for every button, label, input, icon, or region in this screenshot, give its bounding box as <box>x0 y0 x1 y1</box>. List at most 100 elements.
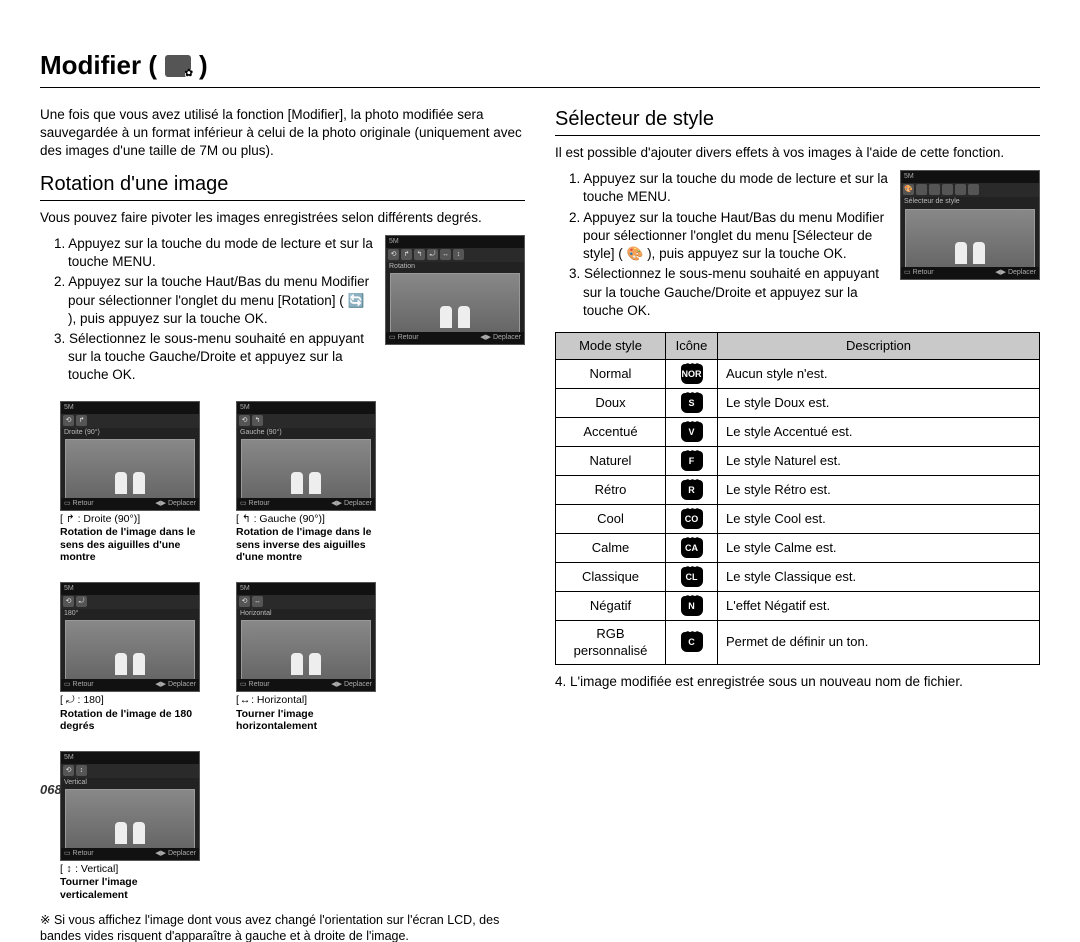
style-mode-icon: V <box>681 422 703 442</box>
style-mode-icon: N <box>681 596 703 616</box>
table-row: Doux S Le style Doux est. <box>556 388 1040 417</box>
mode-cell: Accentué <box>556 417 666 446</box>
style-step-3: 3. Sélectionnez le sous-menu souhaité en… <box>569 265 890 320</box>
rotation-steps: 1. Appuyez sur la touche du mode de lect… <box>40 235 375 387</box>
style-preview-back: ▭ Retour <box>904 268 934 278</box>
table-row: CalmeCALe style Calme est. <box>556 533 1040 562</box>
intro-text: Une fois que vous avez utilisé la foncti… <box>40 106 525 161</box>
table-row: RétroRLe style Rétro est. <box>556 475 1040 504</box>
style-mode-icon: S <box>681 393 703 413</box>
style-mode-icon: F <box>681 451 703 471</box>
modifier-icon <box>165 55 191 77</box>
rotation-thumb: 5M⟲↕Vertical▭ Retour◀▶ Deplacer[ ↕ : Ver… <box>60 751 208 902</box>
mode-cell: Doux <box>556 388 666 417</box>
mode-cell: Naturel <box>556 446 666 475</box>
icon-cell: C <box>666 620 718 664</box>
icon-cell: N <box>666 591 718 620</box>
icon-cell: CO <box>666 504 718 533</box>
thumb-caption: [ ↰ : Gauche (90°)]Rotation de l'image d… <box>236 513 384 564</box>
left-column: Une fois que vous avez utilisé la foncti… <box>40 106 525 942</box>
mode-cell: RGB personnalisé <box>556 620 666 664</box>
page-number: 068 <box>40 782 62 797</box>
icon-cell: S <box>666 388 718 417</box>
table-row: RGB personnalisé C Permet de définir un to… <box>556 620 1040 664</box>
table-row: Accentué V Le style Accentué est. <box>556 417 1040 446</box>
title-text: Modifier ( <box>40 50 157 81</box>
rotation-heading: Rotation d'une image <box>40 171 525 201</box>
table-row: Cool CO Le style Cool est. <box>556 504 1040 533</box>
page-title: Modifier ( ) <box>40 50 1040 88</box>
preview-back: ▭ Retour <box>389 333 419 343</box>
style-mode-icon: CO <box>681 509 703 529</box>
style-mode-icon: NOR <box>681 364 703 384</box>
thumb-caption: [ ↔ : Horizontal]Tourner l'image horizon… <box>236 694 384 733</box>
rotation-thumb: 5M⟲↱Droite (90°)▭ Retour◀▶ Deplacer[ ↱ :… <box>60 401 208 564</box>
desc-cell: Permet de définir un ton. <box>718 620 1040 664</box>
mode-cell: Calme <box>556 533 666 562</box>
style-preview-res: 5M <box>901 171 1039 183</box>
desc-cell: Aucun style n'est. <box>718 359 1040 388</box>
desc-cell: Le style Calme est. <box>718 533 1040 562</box>
icon-cell: F <box>666 446 718 475</box>
th-mode: Mode style <box>556 332 666 359</box>
icon-cell: NOR <box>666 359 718 388</box>
table-row: Négatif N L'effet Négatif est. <box>556 591 1040 620</box>
icon-cell: CL <box>666 562 718 591</box>
th-desc: Description <box>718 332 1040 359</box>
rotation-preview-screen: 5M ⟲↱↰⤾↔↕ Rotation ▭ Retour ◀▶ Deplacer <box>385 235 525 345</box>
desc-cell: Le style Cool est. <box>718 504 1040 533</box>
icon-cell: CA <box>666 533 718 562</box>
preview-menu-label: Rotation <box>386 262 524 271</box>
desc-cell: Le style Rétro est. <box>718 475 1040 504</box>
preview-resolution: 5M <box>386 236 524 248</box>
style-lead: Il est possible d'ajouter divers effets … <box>555 144 1040 162</box>
style-after: 4. L'image modifiée est enregistrée sous… <box>555 673 1040 691</box>
style-steps: 1. Appuyez sur la touche du mode de lect… <box>555 170 890 322</box>
thumb-screen: 5M⟲↰Gauche (90°)▭ Retour◀▶ Deplacer <box>236 401 376 511</box>
table-row: Normal NOR Aucun style n'est. <box>556 359 1040 388</box>
style-mode-icon: C <box>681 632 703 652</box>
mode-cell: Négatif <box>556 591 666 620</box>
style-heading: Sélecteur de style <box>555 106 1040 136</box>
thumb-screen: 5M⟲↕Vertical▭ Retour◀▶ Deplacer <box>60 751 200 861</box>
thumb-screen: 5M⟲↔Horizontal▭ Retour◀▶ Deplacer <box>236 582 376 692</box>
thumb-screen: 5M⟲⤾180°▭ Retour◀▶ Deplacer <box>60 582 200 692</box>
mode-cell: Rétro <box>556 475 666 504</box>
mode-cell: Cool <box>556 504 666 533</box>
thumb-caption: [ ⤾ : 180]Rotation de l'image de 180 deg… <box>60 694 208 733</box>
rotation-note: ※ Si vous affichez l'image dont vous ave… <box>40 912 525 942</box>
desc-cell: Le style Naturel est. <box>718 446 1040 475</box>
icon-cell: V <box>666 417 718 446</box>
rotation-step-2: 2. Appuyez sur la touche Haut/Bas du men… <box>54 273 375 328</box>
style-preview-label: Sélecteur de style <box>901 197 1039 206</box>
rotation-step-1: 1. Appuyez sur la touche du mode de lect… <box>54 235 375 271</box>
desc-cell: Le style Classique est. <box>718 562 1040 591</box>
desc-cell: Le style Accentué est. <box>718 417 1040 446</box>
mode-cell: Classique <box>556 562 666 591</box>
desc-cell: Le style Doux est. <box>718 388 1040 417</box>
style-step-1: 1. Appuyez sur la touche du mode de lect… <box>569 170 890 206</box>
table-row: Classique CL Le style Classique est. <box>556 562 1040 591</box>
th-icon: Icône <box>666 332 718 359</box>
rotation-thumb-grid: 5M⟲↱Droite (90°)▭ Retour◀▶ Deplacer[ ↱ :… <box>60 401 525 902</box>
style-mode-icon: CL <box>681 567 703 587</box>
preview-move: ◀▶ Deplacer <box>480 333 521 343</box>
thumb-caption: [ ↱ : Droite (90°)]Rotation de l'image d… <box>60 513 208 564</box>
rotation-step-3: 3. Sélectionnez le sous-menu souhaité en… <box>54 330 375 385</box>
rotation-lead: Vous pouvez faire pivoter les images enr… <box>40 209 525 227</box>
desc-cell: L'effet Négatif est. <box>718 591 1040 620</box>
mode-cell: Normal <box>556 359 666 388</box>
thumb-caption: [ ↕ : Vertical]Tourner l'image verticale… <box>60 863 208 902</box>
icon-cell: R <box>666 475 718 504</box>
rotation-thumb: 5M⟲⤾180°▭ Retour◀▶ Deplacer[ ⤾ : 180]Rot… <box>60 582 208 733</box>
right-column: Sélecteur de style Il est possible d'ajo… <box>555 106 1040 942</box>
style-preview-screen: 5M 🎨 Sélecteur de style ▭ Retour ◀▶ Depl… <box>900 170 1040 280</box>
style-preview-move: ◀▶ Deplacer <box>995 268 1036 278</box>
table-row: Naturel F Le style Naturel est. <box>556 446 1040 475</box>
rotation-thumb: 5M⟲↰Gauche (90°)▭ Retour◀▶ Deplacer[ ↰ :… <box>236 401 384 564</box>
rotation-thumb: 5M⟲↔Horizontal▭ Retour◀▶ Deplacer[ ↔ : H… <box>236 582 384 733</box>
style-table: Mode style Icône Description Normal NOR Au… <box>555 332 1040 665</box>
thumb-screen: 5M⟲↱Droite (90°)▭ Retour◀▶ Deplacer <box>60 401 200 511</box>
style-step-2: 2. Appuyez sur la touche Haut/Bas du men… <box>569 209 890 264</box>
title-close: ) <box>199 50 208 81</box>
